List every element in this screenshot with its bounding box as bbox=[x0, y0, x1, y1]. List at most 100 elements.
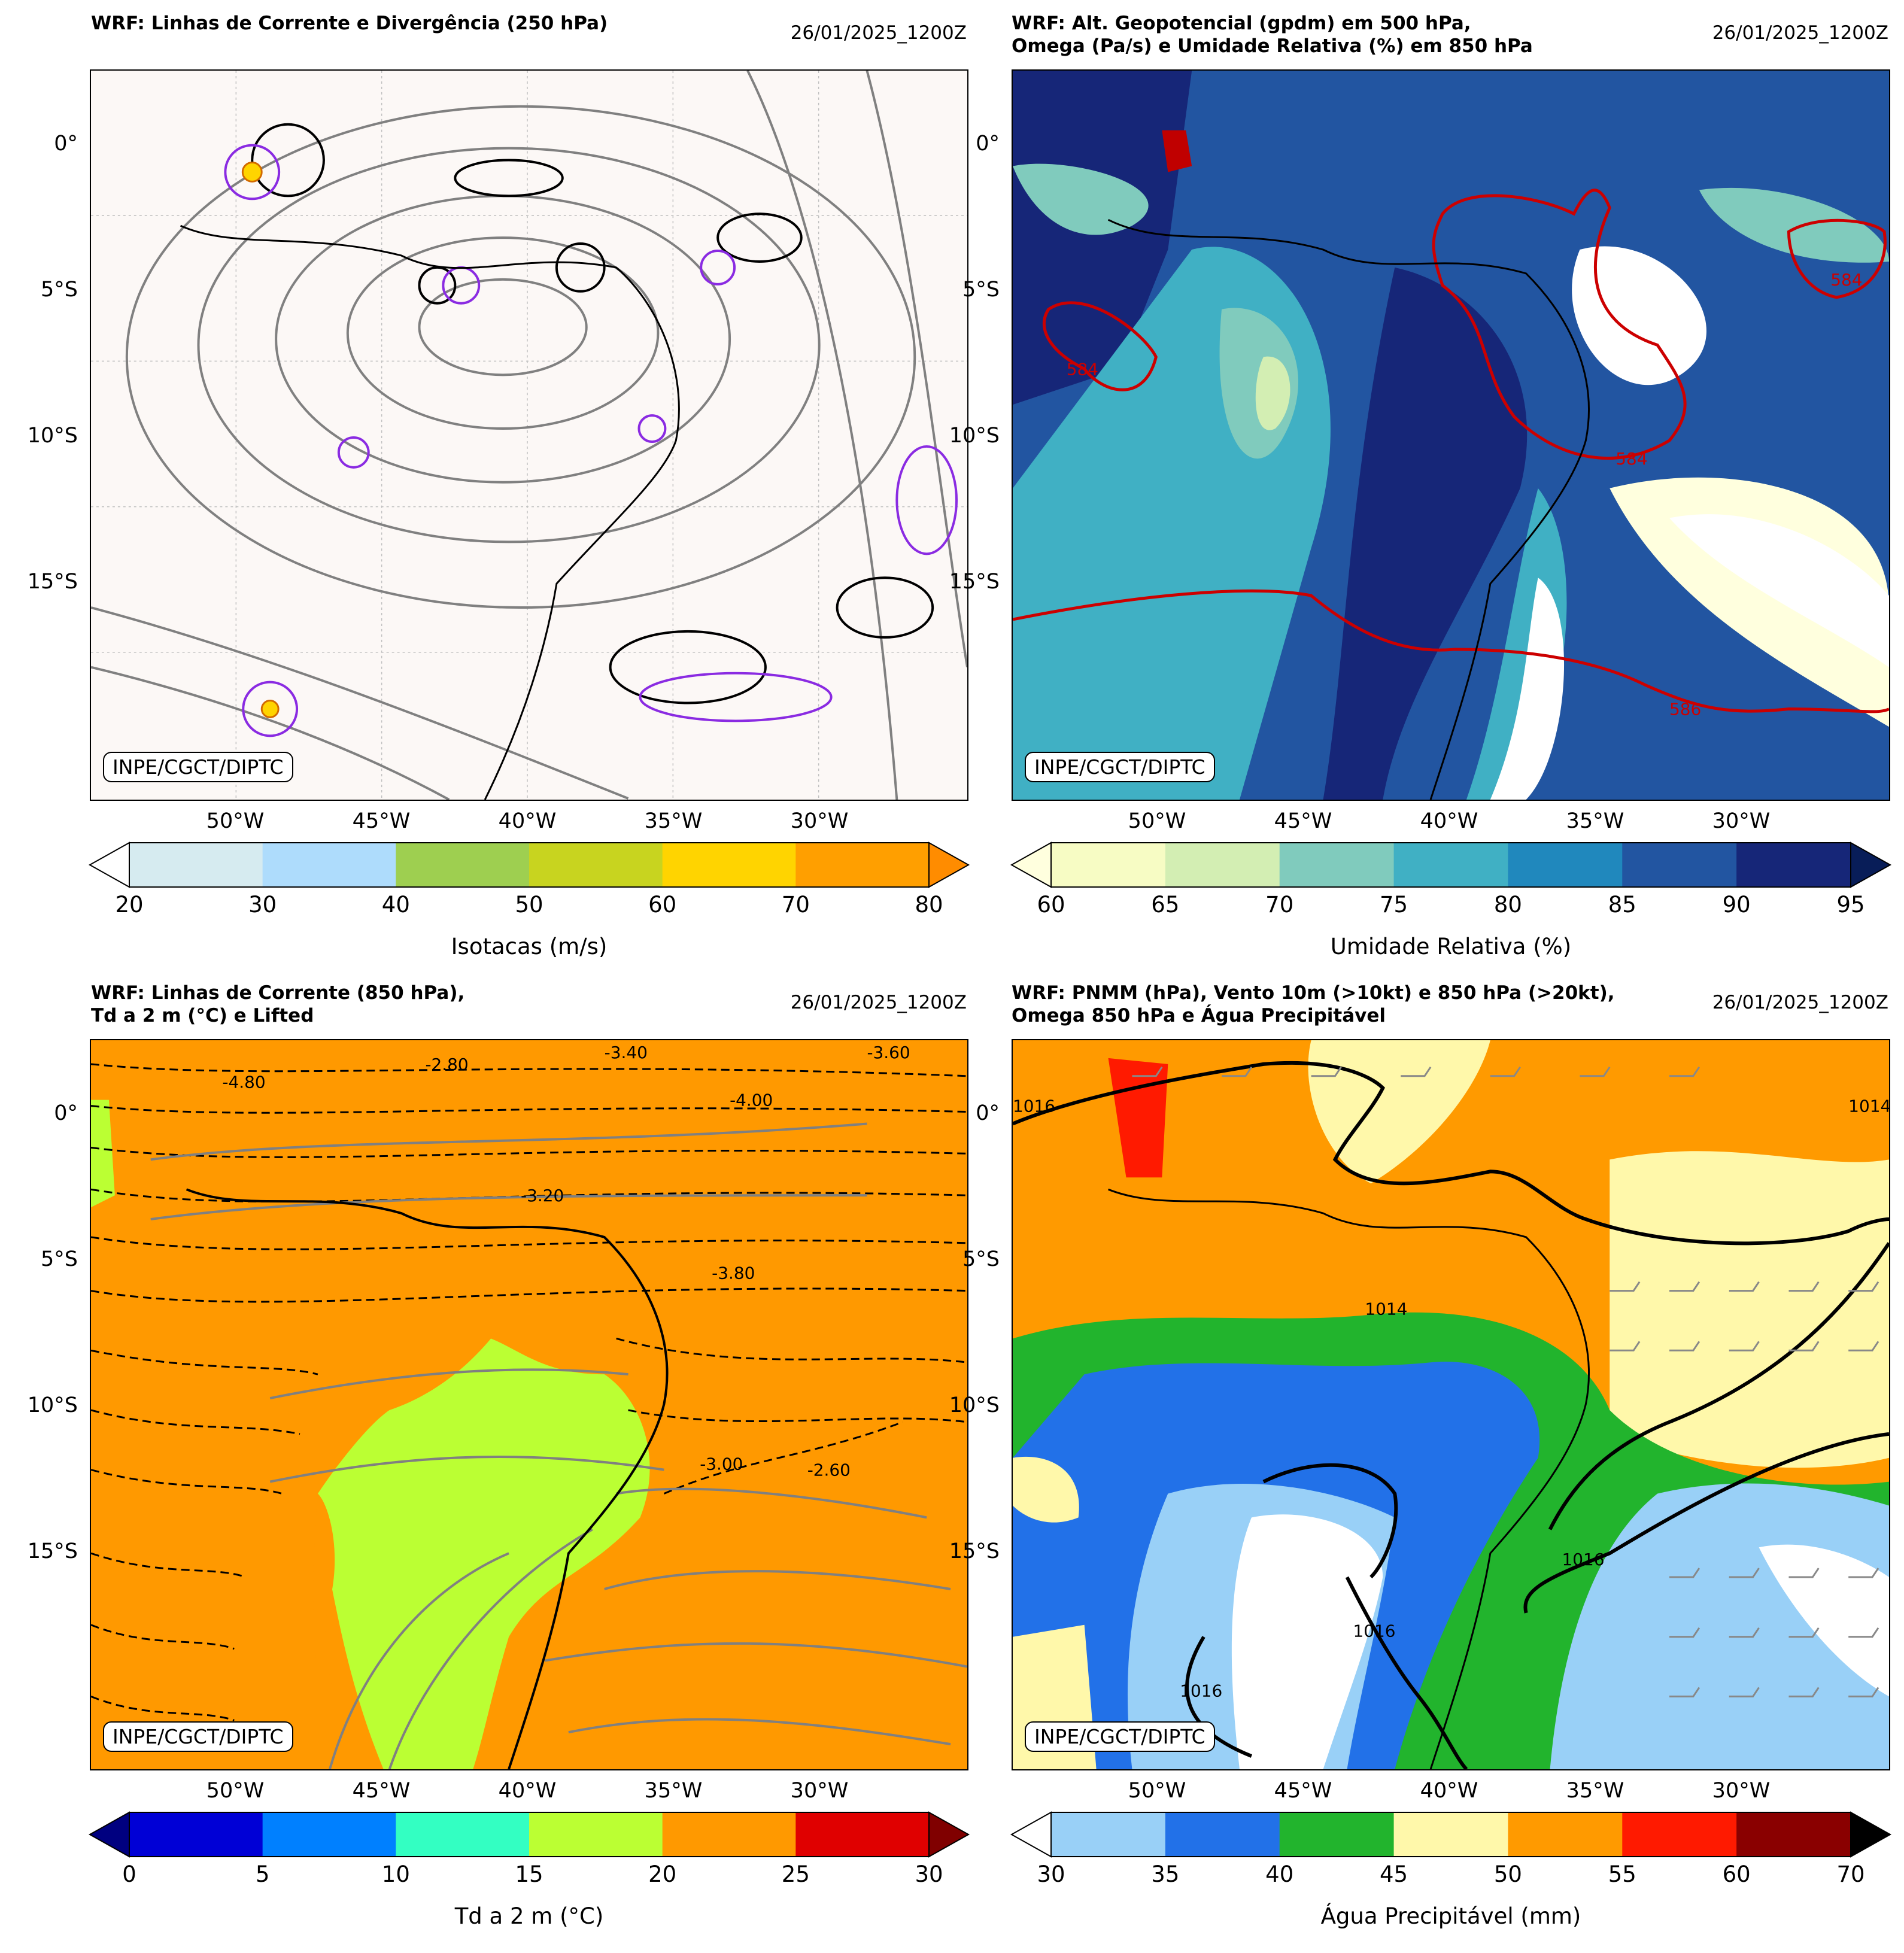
colorbar-over-triangle bbox=[1850, 842, 1892, 888]
lat-label: 5°S bbox=[41, 1247, 78, 1271]
colorbar-outline bbox=[1050, 842, 1851, 888]
credit-label: INPE/CGCT/DIPTC bbox=[1025, 1721, 1215, 1752]
contour-label: -3.20 bbox=[521, 1186, 564, 1205]
lat-label: 15°S bbox=[949, 1539, 1000, 1563]
credit-label: INPE/CGCT/DIPTC bbox=[103, 752, 293, 782]
panel-date: 26/01/2025_1200Z bbox=[790, 992, 967, 1013]
panel-date: 26/01/2025_1200Z bbox=[790, 22, 967, 44]
colorbar-over-triangle bbox=[928, 842, 970, 888]
lon-label: 50°W bbox=[1128, 1779, 1186, 1803]
lon-label: 30°W bbox=[790, 809, 849, 833]
colorbar-swatch bbox=[795, 1812, 930, 1857]
lat-label: 15°S bbox=[27, 570, 78, 594]
contour-label: 584 bbox=[1830, 270, 1862, 290]
colorbar-tick-label: 20 bbox=[115, 892, 144, 918]
colorbar-swatch bbox=[396, 1812, 530, 1857]
map-svg: 1016 1014 1016 1016 1016 1014 bbox=[1013, 1040, 1889, 1769]
colorbar-label: Td a 2 m (°C) bbox=[454, 1903, 604, 1929]
lon-label: 40°W bbox=[1420, 1779, 1478, 1803]
wind-barbs bbox=[1132, 1067, 1879, 1697]
colorbar-tick-label: 5 bbox=[255, 1861, 270, 1887]
lon-label: 45°W bbox=[1274, 1779, 1332, 1803]
map-svg: -3.40 -3.60 -2.80 -4.00 -3.20 -4.80 -3.0… bbox=[91, 1040, 967, 1769]
colorbar-swatch bbox=[1165, 1812, 1280, 1857]
lon-label: 35°W bbox=[1566, 809, 1624, 833]
colorbar-swatch bbox=[1051, 1812, 1166, 1857]
colorbar bbox=[88, 842, 970, 888]
lon-label: 40°W bbox=[498, 809, 557, 833]
lon-label: 30°W bbox=[1712, 1779, 1771, 1803]
colorbar-over-triangle bbox=[1850, 1811, 1892, 1858]
map-streamlines-divergence bbox=[90, 69, 968, 801]
colorbar-svg bbox=[88, 1811, 970, 1858]
contour-label: 584 bbox=[1615, 449, 1647, 469]
colorbar-tick-label: 15 bbox=[515, 1861, 543, 1887]
lat-label: 5°S bbox=[41, 278, 78, 302]
lon-label: 30°W bbox=[790, 1779, 849, 1803]
colorbar bbox=[1010, 1811, 1892, 1858]
colorbar-outline bbox=[1050, 1812, 1851, 1857]
lon-label: 45°W bbox=[352, 1779, 411, 1803]
colorbar-tick-label: 40 bbox=[381, 892, 410, 918]
colorbar-tick-label: 70 bbox=[1265, 892, 1294, 918]
colorbar-tick-label: 75 bbox=[1380, 892, 1408, 918]
colorbar-tick-label: 50 bbox=[515, 892, 543, 918]
colorbar-swatch bbox=[1393, 1812, 1508, 1857]
panel-date: 26/01/2025_1200Z bbox=[1712, 22, 1888, 44]
contour-label: 1016 bbox=[1180, 1681, 1222, 1700]
contour-label: -2.80 bbox=[425, 1055, 468, 1074]
colorbar-swatch bbox=[795, 843, 930, 887]
lat-label: 0° bbox=[54, 1101, 78, 1125]
contour-label: 586 bbox=[1669, 699, 1701, 719]
lon-label: 45°W bbox=[1274, 809, 1332, 833]
contour-label: 1014 bbox=[1365, 1299, 1407, 1319]
colorbar-swatch bbox=[1736, 843, 1851, 887]
lat-label: 10°S bbox=[27, 424, 78, 448]
colorbar-tick-label: 60 bbox=[1037, 892, 1065, 918]
contour-label: -4.80 bbox=[222, 1073, 265, 1092]
colorbar-under-triangle bbox=[1010, 1811, 1052, 1858]
colorbar-tick-label: 85 bbox=[1608, 892, 1636, 918]
colorbar-tick-label: 80 bbox=[1493, 892, 1522, 918]
colorbar-swatch bbox=[529, 843, 663, 887]
colorbar-outline bbox=[129, 1812, 930, 1857]
colorbar-swatch bbox=[262, 1812, 396, 1857]
colorbar-tick-label: 45 bbox=[1380, 1861, 1408, 1887]
colorbar-swatch bbox=[529, 1812, 663, 1857]
colorbar-tick-label: 70 bbox=[781, 892, 810, 918]
colorbar-swatch bbox=[1736, 1812, 1851, 1857]
lon-label: 50°W bbox=[206, 809, 265, 833]
colorbar-label: Água Precipitável (mm) bbox=[1320, 1903, 1581, 1929]
lon-label: 50°W bbox=[206, 1779, 265, 1803]
panel-date: 26/01/2025_1200Z bbox=[1712, 992, 1888, 1013]
colorbar-svg bbox=[88, 842, 970, 888]
colorbar-swatch bbox=[1508, 843, 1623, 887]
colorbar-swatch bbox=[396, 843, 530, 887]
contour-label: -3.80 bbox=[712, 1263, 755, 1283]
contour-label: 1014 bbox=[1848, 1097, 1889, 1116]
colorbar-swatch bbox=[1165, 843, 1280, 887]
map-svg bbox=[91, 71, 967, 800]
colorbar-swatch bbox=[262, 843, 396, 887]
colorbar-swatch bbox=[662, 1812, 796, 1857]
lat-label: 0° bbox=[54, 132, 78, 156]
contour-label: -3.40 bbox=[605, 1043, 648, 1062]
colorbar-over-triangle bbox=[928, 1811, 970, 1858]
colorbar-tick-label: 50 bbox=[1493, 1861, 1522, 1887]
colorbar-tick-label: 60 bbox=[648, 892, 677, 918]
map-geopotential-humidity: 584 584 584 586 bbox=[1012, 69, 1890, 801]
panel-title: WRF: Linhas de Corrente e Divergência (2… bbox=[91, 13, 608, 34]
map-pressure-precipitable-water: 1016 1014 1016 1016 1016 1014 bbox=[1012, 1039, 1890, 1770]
lat-label: 5°S bbox=[962, 278, 1000, 302]
colorbar-outline bbox=[129, 842, 930, 888]
lat-label: 10°S bbox=[949, 424, 1000, 448]
colorbar-swatch bbox=[1622, 843, 1737, 887]
map-svg: 584 584 584 586 bbox=[1013, 71, 1889, 800]
colorbar-tick-label: 30 bbox=[915, 1861, 943, 1887]
colorbar-tick-label: 65 bbox=[1151, 892, 1180, 918]
colorbar-tick-label: 80 bbox=[915, 892, 943, 918]
colorbar-tick-label: 25 bbox=[781, 1861, 810, 1887]
colorbar-under-triangle bbox=[88, 842, 130, 888]
colorbar-swatch bbox=[1393, 843, 1508, 887]
colorbar-under-triangle bbox=[1010, 842, 1052, 888]
